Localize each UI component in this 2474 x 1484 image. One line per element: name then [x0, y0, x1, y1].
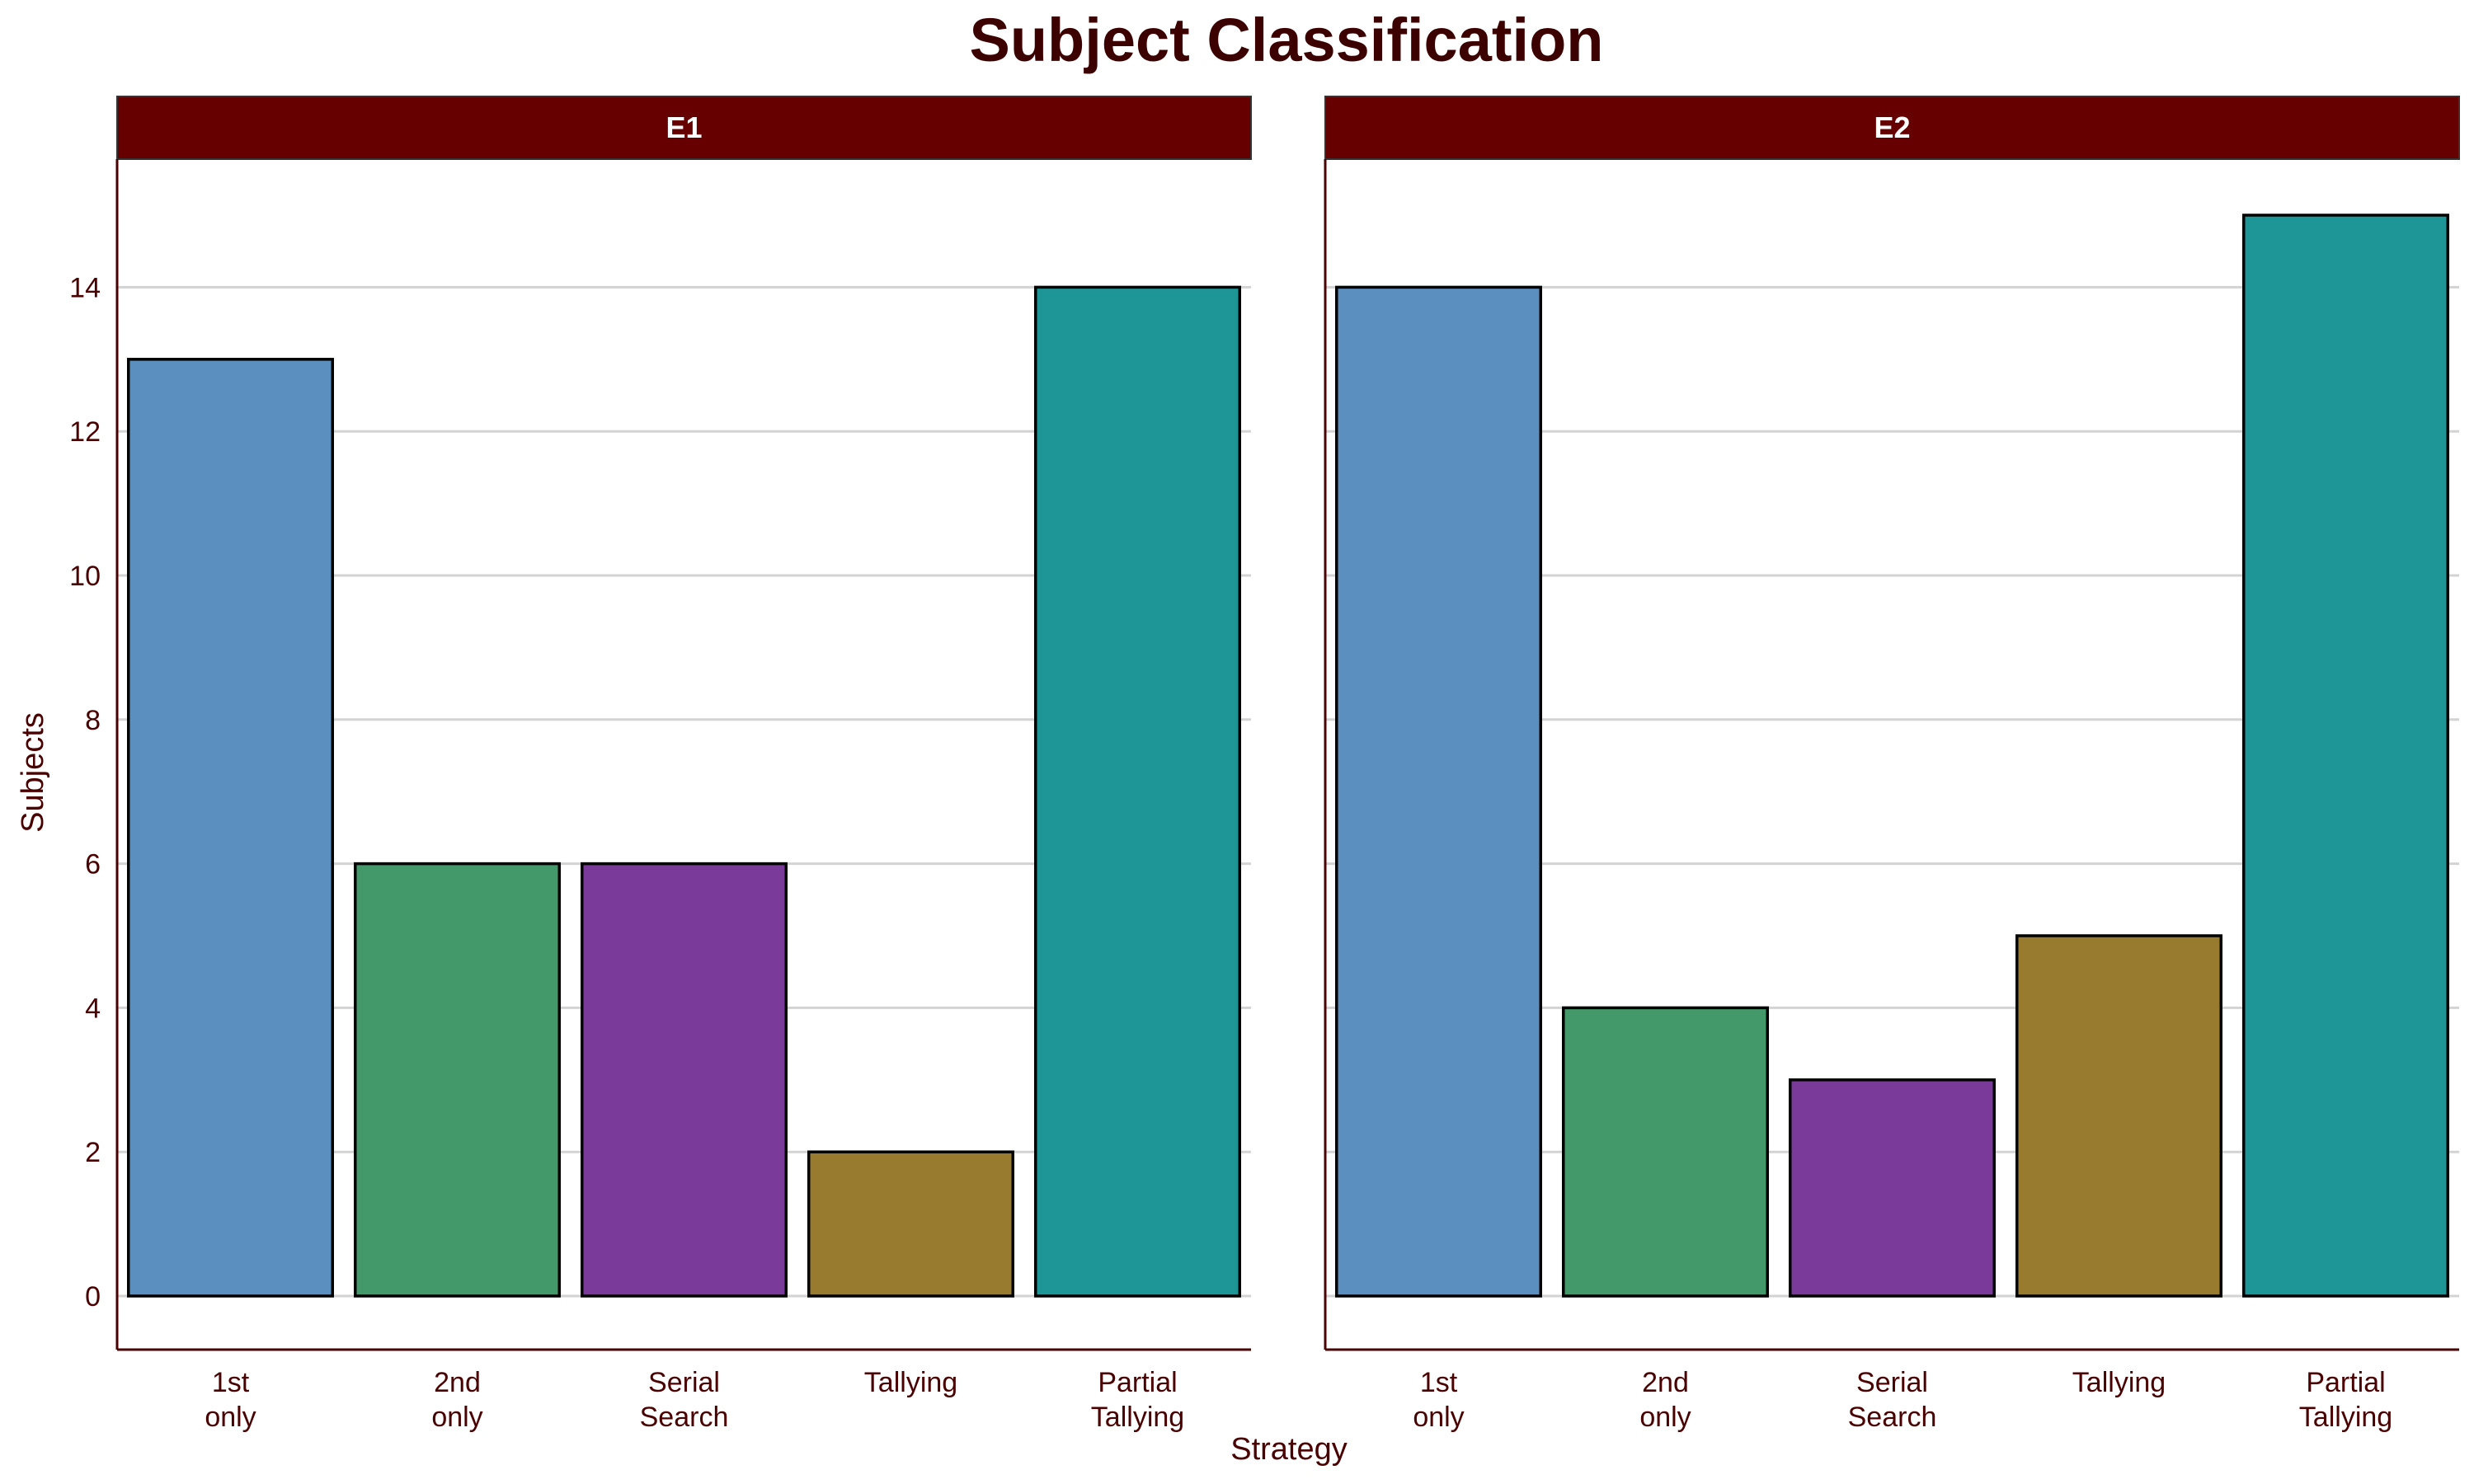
panel-strip-label: E1: [666, 110, 702, 144]
x-tick-label: Partial Tallying: [1091, 1367, 1184, 1433]
y-tick-label: 8: [85, 705, 101, 736]
y-tick-label: 14: [69, 272, 101, 303]
bar-e1-4: [807, 1150, 1014, 1298]
y-tick-label: 12: [69, 416, 101, 448]
x-axis-label: Strategy: [1230, 1432, 1348, 1467]
x-tick-label: 2nd only: [1639, 1367, 1691, 1433]
y-tick-label: 0: [85, 1281, 101, 1313]
bar-e2-3: [1789, 1078, 1996, 1298]
bar-e1-5: [1034, 285, 1241, 1298]
bar-e1-3: [581, 862, 788, 1298]
x-tick-label: Serial Search: [640, 1367, 729, 1433]
panel-e1: E1 0 2 4 6 8 10 12 14 1st only 2nd only Serial Search T…: [69, 96, 1252, 1433]
bar-e2-5: [2242, 214, 2449, 1298]
x-tick-label: Partial Tallying: [2299, 1367, 2392, 1433]
y-tick-label: 10: [69, 561, 101, 592]
x-tick-label: Tallying: [2072, 1367, 2166, 1398]
bar-e2-4: [2015, 934, 2222, 1298]
bar-e1-2: [354, 862, 561, 1298]
bar-e2-1: [1335, 285, 1542, 1298]
x-tick-label: 2nd only: [431, 1367, 482, 1433]
y-tick-label: 4: [85, 993, 101, 1024]
panel-strip: [116, 96, 1252, 160]
y-axis-label: Subjects: [16, 712, 50, 833]
bar-e1-1: [127, 358, 334, 1298]
panel-strip: [1324, 96, 2460, 160]
x-tick-label: Serial Search: [1848, 1367, 1937, 1433]
x-tick-label: 1st only: [1413, 1367, 1464, 1433]
y-tick-label: 2: [85, 1137, 101, 1168]
panel-strip-label: E2: [1874, 110, 1910, 144]
panel-e2: E2 1st only 2nd only Serial Search Tallying Part…: [1324, 96, 2460, 1433]
y-tick-label: 6: [85, 849, 101, 881]
bar-e2-2: [1562, 1006, 1769, 1298]
chart-title: Subject Classification: [970, 6, 1604, 74]
x-tick-label: 1st only: [205, 1367, 256, 1433]
x-tick-label: Tallying: [864, 1367, 957, 1398]
